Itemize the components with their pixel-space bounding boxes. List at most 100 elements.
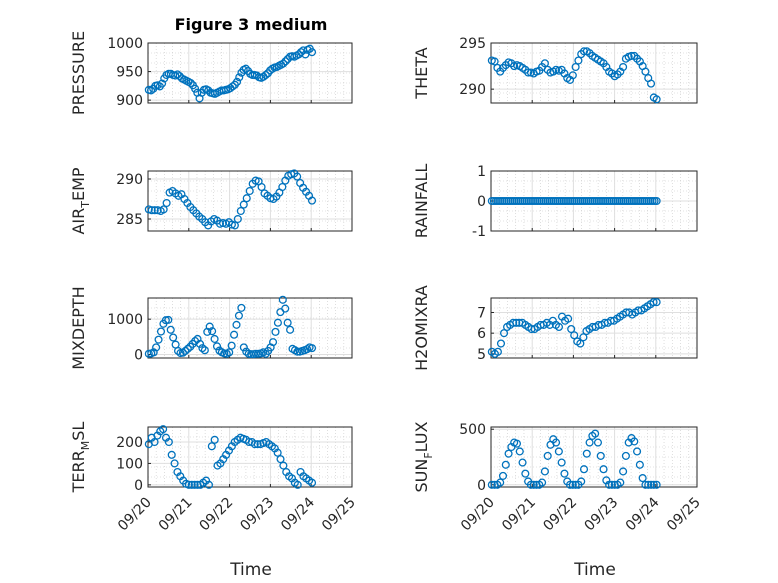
data-point bbox=[210, 334, 219, 343]
data-point bbox=[212, 342, 222, 351]
subplot-1: 290 295 THETA bbox=[412, 36, 698, 104]
data-point bbox=[146, 86, 156, 95]
data-point bbox=[230, 330, 239, 339]
data-point bbox=[233, 214, 242, 224]
data-point bbox=[619, 62, 628, 72]
data-point bbox=[164, 315, 173, 324]
data-point bbox=[230, 221, 239, 230]
y-axis-label: H2OMIXRA bbox=[412, 285, 431, 371]
data-point bbox=[207, 442, 216, 451]
data-point bbox=[644, 480, 653, 489]
data-point bbox=[268, 338, 278, 347]
data-point bbox=[195, 339, 205, 348]
data-point bbox=[150, 206, 159, 215]
data-point bbox=[487, 480, 496, 489]
data-point bbox=[621, 451, 630, 460]
data-point bbox=[568, 71, 577, 80]
data-point bbox=[170, 459, 179, 468]
data-point bbox=[250, 440, 259, 449]
data-point bbox=[543, 451, 552, 460]
y-tick-label: 950 bbox=[116, 65, 143, 81]
y-tick-label: 0 bbox=[134, 347, 143, 363]
axes-box bbox=[147, 170, 353, 232]
data-point bbox=[150, 437, 159, 447]
data-point bbox=[616, 478, 625, 487]
data-point bbox=[228, 82, 237, 91]
data-point bbox=[499, 329, 509, 338]
data-point bbox=[619, 467, 628, 476]
subplot-0: 900 950 1000 PRESSURE bbox=[69, 31, 353, 115]
data-point bbox=[607, 480, 616, 489]
data-point bbox=[169, 333, 178, 342]
y-tick-label: 290 bbox=[459, 82, 486, 98]
data-point bbox=[286, 325, 295, 334]
data-point bbox=[652, 196, 661, 206]
data-point bbox=[307, 344, 317, 353]
y-tick-label: 1000 bbox=[107, 36, 143, 52]
axes-box bbox=[147, 426, 353, 488]
y-tick-label: 1000 bbox=[107, 312, 143, 328]
data-point bbox=[571, 62, 580, 72]
data-point bbox=[276, 455, 285, 464]
data-point bbox=[241, 64, 250, 73]
data-point bbox=[173, 70, 182, 79]
data-point bbox=[585, 438, 594, 447]
data-point bbox=[552, 438, 561, 447]
y-tick-label: 200 bbox=[116, 435, 143, 451]
data-point bbox=[646, 480, 656, 489]
y-axis-label: MIXDEPTH bbox=[69, 286, 88, 369]
data-point bbox=[167, 450, 176, 459]
data-point bbox=[529, 480, 538, 489]
data-point bbox=[307, 48, 317, 57]
data-point bbox=[554, 322, 564, 332]
data-point bbox=[164, 437, 173, 447]
y-tick-label: 100 bbox=[116, 456, 143, 472]
data-point bbox=[181, 346, 190, 355]
y-axis-label: THETA bbox=[412, 47, 431, 99]
data-point bbox=[596, 451, 605, 460]
data-point bbox=[565, 480, 575, 489]
data-point bbox=[200, 346, 209, 355]
data-point bbox=[540, 59, 549, 68]
data-point bbox=[157, 79, 167, 88]
data-point bbox=[307, 196, 317, 205]
data-point bbox=[235, 73, 244, 82]
data-point bbox=[293, 172, 302, 181]
subplot-2: 285 290 AIRTEMP bbox=[69, 167, 353, 235]
data-point bbox=[261, 70, 270, 80]
data-point bbox=[496, 339, 506, 348]
data-point bbox=[633, 447, 642, 456]
data-point bbox=[237, 303, 246, 312]
data-point bbox=[574, 56, 583, 65]
data-point bbox=[635, 460, 644, 469]
data-point bbox=[210, 435, 219, 444]
data-point bbox=[577, 477, 586, 486]
data-point bbox=[641, 480, 650, 489]
axes-box bbox=[490, 42, 698, 104]
data-point bbox=[521, 469, 530, 478]
data-point bbox=[576, 339, 585, 348]
y-tick-label: 900 bbox=[116, 93, 143, 109]
y-tick-label: 0 bbox=[134, 478, 143, 494]
data-point bbox=[205, 322, 214, 331]
data-point bbox=[190, 480, 199, 489]
data-point bbox=[147, 206, 156, 215]
y-tick-label: 295 bbox=[459, 36, 486, 52]
data-point bbox=[162, 198, 171, 208]
data-point bbox=[649, 480, 658, 489]
axes-box bbox=[490, 297, 698, 359]
y-tick-label: 500 bbox=[459, 422, 486, 438]
data-point bbox=[579, 333, 588, 342]
data-point bbox=[582, 449, 591, 458]
data-point bbox=[149, 348, 158, 357]
y-tick-label: 285 bbox=[116, 212, 143, 228]
data-point bbox=[501, 460, 510, 469]
data-point bbox=[498, 471, 508, 480]
data-point bbox=[493, 347, 502, 356]
data-point bbox=[490, 57, 499, 66]
data-point bbox=[512, 439, 522, 448]
data-point bbox=[191, 84, 200, 93]
data-point bbox=[568, 480, 577, 489]
data-point bbox=[638, 474, 647, 483]
data-point bbox=[652, 480, 661, 489]
